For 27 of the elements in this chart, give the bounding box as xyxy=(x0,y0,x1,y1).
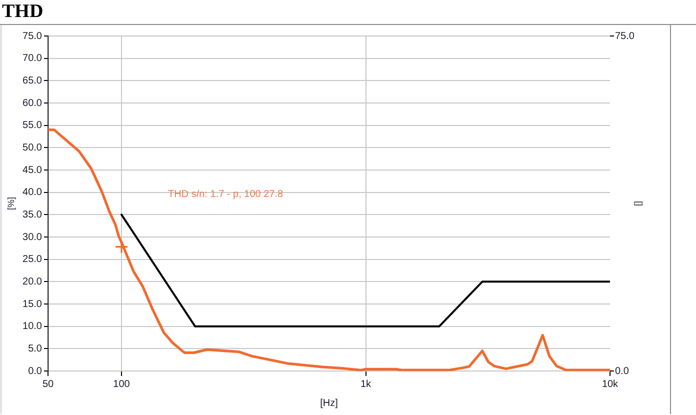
chart-title: THD xyxy=(2,1,44,23)
x-tick-label: 100 xyxy=(113,378,130,390)
y-axis-title: [%] xyxy=(6,196,16,210)
y2-tick-label: 75.0 xyxy=(615,30,635,42)
y2-axis-title: [] xyxy=(634,200,644,206)
y-tick-label: 15.0 xyxy=(22,298,42,310)
annotation: THD s/n: 1.7 - p, 100 27.8 xyxy=(168,188,284,200)
y-tick-label: 65.0 xyxy=(22,75,42,86)
y-tick-label: 70.0 xyxy=(22,53,42,64)
y-tick-label: 35.0 xyxy=(22,209,42,220)
y-tick-label: 60.0 xyxy=(22,98,42,109)
x-tick-label: 1k xyxy=(360,378,372,390)
x-tick-label: 10k xyxy=(602,378,620,390)
y-tick-label: 45.0 xyxy=(22,164,42,176)
y-tick-label: 55.0 xyxy=(22,120,42,132)
y-tick-label: 5.0 xyxy=(28,343,42,354)
y2-tick-label: 0.0 xyxy=(615,366,630,377)
x-tick-label: 50 xyxy=(42,378,54,390)
y-tick-label: 30.0 xyxy=(22,232,42,243)
y-tick-label: 25.0 xyxy=(22,254,42,266)
y-tick-label: 10.0 xyxy=(22,321,42,332)
y-tick-label: 50.0 xyxy=(22,142,42,154)
y-tick-label: 40.0 xyxy=(22,187,42,198)
x-axis-title: [Hz] xyxy=(320,398,338,409)
y-tick-label: 20.0 xyxy=(22,276,42,288)
y-tick-label: 75.0 xyxy=(22,30,42,42)
y-tick-label: 0.0 xyxy=(28,366,42,377)
